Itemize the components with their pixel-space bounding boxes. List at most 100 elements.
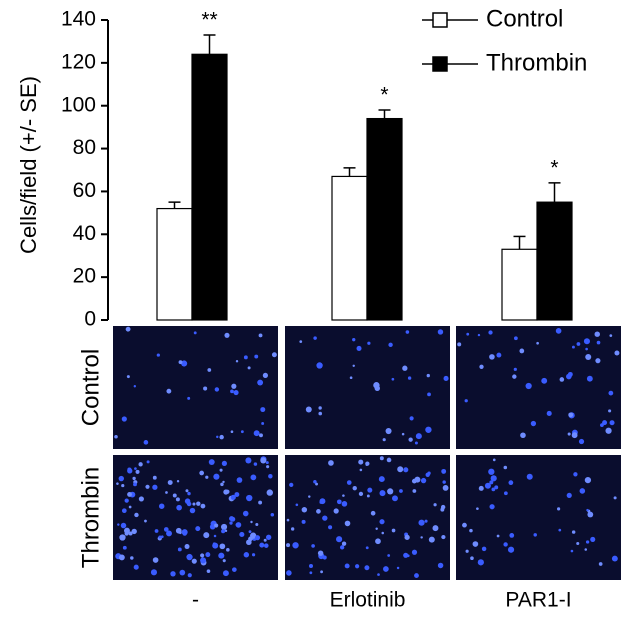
cell-dot — [412, 489, 417, 493]
cell-dot — [403, 552, 409, 558]
cell-dot — [509, 533, 515, 538]
cell-dot — [503, 542, 508, 547]
cell-dot — [415, 433, 422, 440]
cell-dot — [414, 573, 419, 579]
cell-dot — [221, 529, 226, 534]
cell-dot — [442, 480, 446, 484]
cell-dot — [441, 534, 446, 540]
cell-dot — [165, 491, 168, 494]
cell-dot — [261, 422, 265, 425]
significance-label: * — [550, 156, 558, 179]
cell-dot — [479, 364, 484, 369]
cell-dot — [414, 476, 421, 483]
cell-dot — [391, 377, 395, 381]
cell-dot — [246, 539, 252, 546]
cell-dot — [465, 549, 469, 553]
cell-dot — [313, 336, 317, 340]
cell-dot — [489, 480, 494, 485]
cell-dot — [349, 376, 353, 380]
cell-dot — [328, 460, 334, 466]
bar — [536, 201, 573, 321]
cell-dot — [133, 564, 139, 570]
cell-dot — [114, 434, 118, 439]
y-tick-label: 40 — [73, 222, 96, 245]
cell-dot — [476, 507, 479, 511]
cell-dot — [214, 387, 220, 392]
cell-dot — [408, 437, 413, 442]
cell-dot — [490, 475, 497, 482]
cell-dot — [189, 507, 196, 514]
cell-dot — [359, 468, 363, 472]
cell-dot — [587, 511, 594, 518]
cell-dot — [443, 375, 449, 381]
cell-dot — [470, 556, 474, 561]
cell-dot — [305, 406, 312, 413]
cell-dot — [375, 538, 381, 545]
cell-dot — [584, 476, 592, 484]
cell-dot — [488, 330, 493, 335]
cell-dot — [134, 512, 139, 518]
cell-dot — [219, 468, 223, 472]
cell-dot — [145, 484, 150, 489]
cell-dot — [187, 573, 192, 578]
cell-dot — [192, 502, 196, 506]
cell-dot — [568, 412, 574, 418]
cell-dot — [367, 487, 373, 493]
cell-dot — [391, 528, 396, 533]
cell-dot — [525, 382, 532, 390]
cell-dot — [503, 465, 508, 470]
cell-dot — [291, 527, 295, 531]
cell-dot — [420, 536, 423, 539]
cell-dot — [152, 557, 159, 563]
cell-dot — [585, 354, 592, 361]
cell-dot — [598, 562, 603, 566]
cell-dot — [308, 495, 311, 498]
cell-dot — [541, 377, 548, 384]
cell-dot — [401, 432, 405, 436]
cell-dot — [367, 341, 371, 345]
cell-dot — [259, 433, 263, 438]
cell-dot — [286, 570, 292, 576]
cell-dot — [595, 358, 601, 364]
cell-dot — [320, 570, 323, 574]
cell-dot — [328, 525, 333, 530]
cell-dot — [172, 493, 177, 498]
cell-dot — [469, 528, 473, 533]
cell-dot — [573, 472, 578, 477]
cell-dot — [184, 498, 191, 504]
cell-dot — [462, 522, 467, 528]
y-tick-label: 80 — [73, 136, 96, 159]
cell-dot — [315, 482, 318, 486]
cell-dot — [247, 366, 251, 370]
cell-dot — [491, 487, 496, 492]
cell-dot — [520, 432, 526, 439]
cell-dot — [427, 392, 431, 397]
cell-dot — [546, 410, 552, 416]
cell-dot — [313, 480, 317, 484]
cell-dot — [128, 531, 133, 536]
cell-dot — [344, 520, 351, 527]
cell-dot — [245, 457, 252, 464]
cell-dot — [260, 457, 267, 464]
bar — [501, 248, 538, 321]
cell-dot — [263, 543, 269, 548]
cell-dot — [246, 494, 253, 502]
cell-dot — [208, 459, 215, 466]
cell-dot — [387, 554, 391, 557]
cell-dot — [229, 516, 235, 522]
y-axis-label: Cells/field (+/- SE) — [16, 76, 41, 254]
cell-dot — [319, 498, 326, 505]
cell-dot — [122, 545, 127, 550]
cell-dot — [344, 563, 350, 569]
bar — [366, 117, 403, 321]
legend-swatch — [432, 12, 448, 28]
cell-dot — [222, 480, 225, 484]
cell-dot — [576, 342, 581, 346]
cell-dot — [268, 474, 273, 479]
cell-dot — [248, 530, 252, 534]
cell-dot — [235, 360, 239, 363]
legend-label: Thrombin — [486, 49, 587, 76]
cell-dot — [437, 329, 444, 335]
cell-dot — [585, 347, 588, 351]
